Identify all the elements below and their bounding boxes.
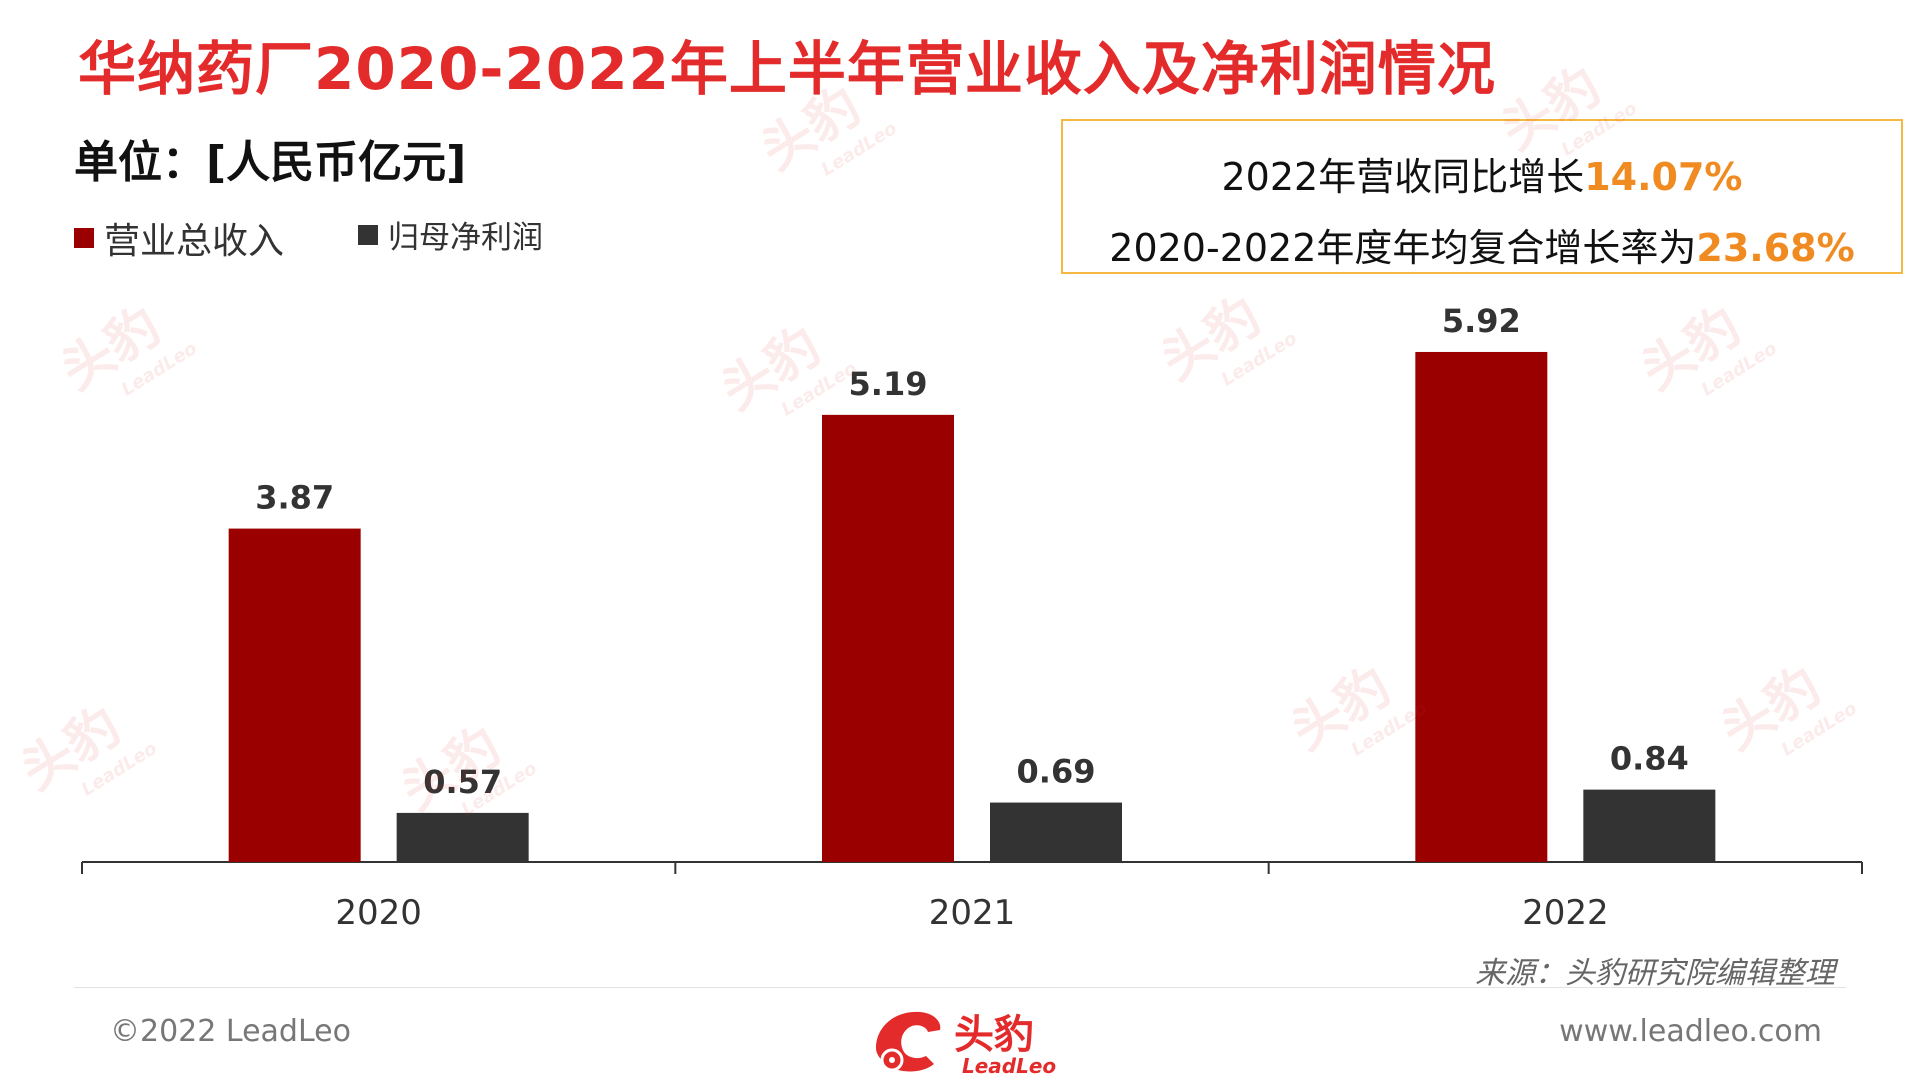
legend-item-profit: 归母净利润 [358,212,543,257]
revenue-value-label-2020: 3.87 [255,479,334,517]
revenue-value-label-2022: 5.92 [1442,302,1521,340]
revenue-bar-2021 [822,414,954,862]
copyright-text: ©2022 LeadLeo [110,1014,351,1049]
legend-label-revenue: 营业总收入 [104,221,285,262]
revenue-bar-2020 [228,528,361,862]
callout-cagr-value: 23.68% [1696,226,1855,270]
callout-yoy-value: 14.07% [1584,155,1743,199]
profit-value-label-2022: 0.84 [1610,740,1689,778]
profit-value-label-2020: 0.57 [423,763,502,801]
callout-line-cagr: 2020-2022年度年均复合增长率为23.68% [1063,217,1901,272]
growth-callout-box: 2022年营收同比增长14.07% 2020-2022年度年均复合增长率为23.… [1061,119,1903,274]
footer-divider [74,987,1846,988]
legend-swatch-revenue [74,228,94,248]
callout-cagr-text: 2020-2022年度年均复合增长率为 [1109,226,1697,270]
revenue-value-label-2021: 5.19 [849,365,928,403]
website-url: www.leadleo.com [1559,1014,1822,1049]
unit-label: 单位：[人民币亿元] [74,137,467,188]
legend-swatch-profit [358,224,378,245]
x-tick-label-2020: 2020 [335,893,422,933]
leadleo-logo: 头豹 LeadLeo [868,1000,1068,1080]
leopard-logo-icon [876,1011,941,1072]
profit-bar-2020 [396,812,529,862]
source-note: 来源：头豹研究院编辑整理 [1475,956,1835,991]
logo-cn-text: 头豹 [954,1012,1034,1058]
profit-value-label-2021: 0.69 [1017,753,1096,791]
logo-en-text: LeadLeo [962,1054,1057,1078]
callout-line-yoy: 2022年营收同比增长14.07% [1063,146,1901,201]
chart-title: 华纳药厂2020-2022年上半年营业收入及净利润情况 [78,35,1496,103]
profit-bar-2022 [1583,789,1716,862]
profit-bar-2021 [990,802,1122,862]
legend-item-revenue: 营业总收入 [74,212,284,264]
callout-yoy-text: 2022年营收同比增长 [1221,155,1585,199]
x-tick-label-2021: 2021 [929,893,1016,933]
legend-label-profit: 归母净利润 [388,220,543,256]
revenue-bar-2022 [1415,351,1548,862]
x-tick-label-2022: 2022 [1522,893,1609,933]
